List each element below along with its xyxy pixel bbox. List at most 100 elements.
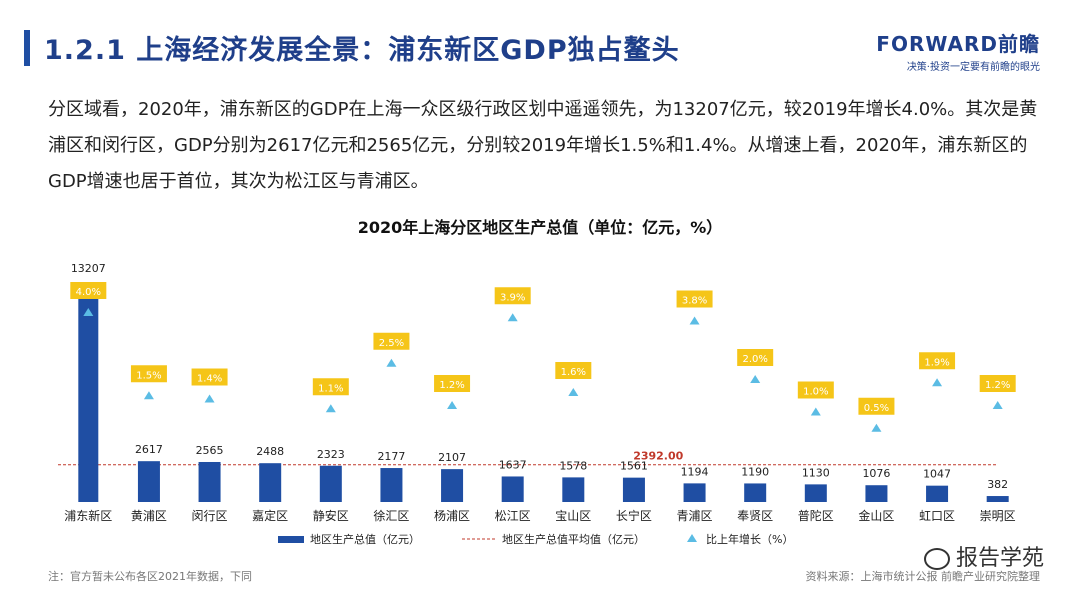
bar-11 <box>744 483 767 502</box>
category-label-1: 黄浦区 <box>131 509 167 523</box>
bar-value-4: 2323 <box>317 448 345 461</box>
category-label-10: 青浦区 <box>677 509 713 523</box>
bar-value-15: 382 <box>987 478 1008 491</box>
growth-marker-1 <box>143 391 154 400</box>
wechat-badge: 报告学苑 <box>923 540 1044 572</box>
growth-label-box-6 <box>434 375 471 392</box>
growth-label-14: 1.9% <box>924 357 949 368</box>
legend-gdp-label: 地区生产总值（亿元） <box>310 532 420 546</box>
growth-marker-14 <box>932 378 943 387</box>
growth-label-box-12 <box>797 381 834 399</box>
logo-main-text: FORWARD前瞻 <box>876 32 1040 56</box>
growth-label-box-11 <box>737 349 774 366</box>
growth-marker-4 <box>325 404 336 413</box>
bar-6 <box>441 469 464 502</box>
bar-7 <box>501 476 524 502</box>
growth-label-box-10 <box>676 290 713 308</box>
growth-label-5: 2.5% <box>379 338 404 349</box>
bar-value-9: 1561 <box>620 460 648 473</box>
growth-label-10: 3.8% <box>682 296 707 307</box>
bar-value-13: 1076 <box>862 467 890 480</box>
wechat-icon <box>923 548 950 570</box>
bar-value-6: 2107 <box>438 451 466 464</box>
bar-9 <box>622 477 645 502</box>
bar-1 <box>137 461 160 502</box>
category-label-11: 奉贤区 <box>737 509 773 523</box>
bar-value-12: 1130 <box>802 466 830 479</box>
growth-marker-10 <box>689 316 700 325</box>
title-accent-bar <box>24 30 30 66</box>
bar-8 <box>562 477 585 502</box>
growth-label-15: 1.2% <box>985 380 1010 391</box>
growth-label-8: 1.6% <box>561 367 586 378</box>
category-label-14: 虹口区 <box>919 509 955 523</box>
bar-value-7: 1637 <box>499 458 527 471</box>
summary-paragraph: 分区域看，2020年，浦东新区的GDP在上海一众区级行政区划中遥遥领先，为132… <box>48 99 1038 192</box>
growth-label-box-7 <box>494 287 531 305</box>
growth-label-13: 0.5% <box>864 403 889 414</box>
growth-label-box-4 <box>312 378 349 396</box>
growth-marker-8 <box>568 388 579 396</box>
growth-label-box-8 <box>555 362 592 379</box>
growth-label-1: 1.5% <box>136 370 161 381</box>
category-label-5: 徐汇区 <box>373 508 409 523</box>
growth-marker-15 <box>992 401 1003 409</box>
bar-14 <box>926 485 949 502</box>
growth-label-box-2 <box>191 368 228 386</box>
average-label: 2392.00 <box>633 450 683 463</box>
bar-5 <box>380 468 403 502</box>
category-label-13: 金山区 <box>858 508 894 523</box>
bar-value-3: 2488 <box>256 445 284 458</box>
category-label-4: 静安区 <box>313 508 349 523</box>
growth-label-box-15 <box>979 375 1016 392</box>
category-label-15: 崇明区 <box>980 509 1016 523</box>
legend-gdp-swatch <box>278 536 304 543</box>
bar-value-5: 2177 <box>377 450 405 463</box>
bar-15 <box>986 496 1009 502</box>
growth-label-0: 4.0% <box>76 287 101 298</box>
bar-2 <box>198 461 221 502</box>
data-source: 资料来源：上海市统计公报 前瞻产业研究院整理 <box>805 570 1041 583</box>
growth-label-7: 3.9% <box>500 292 525 303</box>
category-label-6: 杨浦区 <box>434 508 470 523</box>
bar-12 <box>804 484 827 502</box>
legend-average-label: 地区生产总值平均值（亿元） <box>502 532 645 546</box>
chart-title: 2020年上海分区地区生产总值（单位：亿元，%） <box>357 218 723 237</box>
growth-marker-6 <box>447 401 458 409</box>
bar-4 <box>319 465 342 502</box>
bar-10 <box>683 483 706 502</box>
wechat-account: 报告学苑 <box>955 546 1044 571</box>
gdp-bar-chart: 2392.00 13207 浦东新区 4.0% 2617 黄浦区 1.5% 2565 闵行区 1.… <box>58 262 1016 546</box>
category-label-3: 嘉定区 <box>252 508 288 523</box>
bar-value-14: 1047 <box>923 468 951 481</box>
growth-marker-7 <box>507 313 518 322</box>
growth-marker-0 <box>83 308 94 316</box>
bar-value-10: 1194 <box>681 465 709 478</box>
bar-0 <box>78 296 99 502</box>
bar-13 <box>865 485 888 502</box>
legend-growth-label: 比上年增长（%） <box>706 532 793 546</box>
bar-value-1: 2617 <box>135 443 163 456</box>
category-label-8: 宝山区 <box>555 509 591 523</box>
logo-slogan: 决策·投资一定要有前瞻的眼光 <box>906 62 1040 73</box>
growth-label-6: 1.2% <box>439 380 464 391</box>
legend-growth-swatch <box>687 534 697 542</box>
growth-label-11: 2.0% <box>742 354 767 365</box>
growth-marker-12 <box>810 407 821 416</box>
growth-label-box-1 <box>130 365 167 383</box>
growth-label-2: 1.4% <box>197 374 222 385</box>
category-label-2: 闵行区 <box>192 508 228 523</box>
bar-value-8: 1578 <box>559 459 587 472</box>
growth-label-box-5 <box>373 332 410 350</box>
growth-marker-5 <box>386 358 397 367</box>
growth-label-12: 1.0% <box>803 387 828 398</box>
bar-value-0: 13207 <box>71 262 106 275</box>
brand-logo: FORWARD前瞻 决策·投资一定要有前瞻的眼光 <box>876 28 1040 73</box>
bar-3 <box>259 463 282 502</box>
growth-label-4: 1.1% <box>318 383 343 394</box>
category-label-9: 长宁区 <box>616 508 652 523</box>
footnote: 注：官方暂未公布各区2021年数据，下同 <box>48 570 252 583</box>
bar-value-2: 2565 <box>196 444 224 457</box>
category-label-12: 普陀区 <box>798 508 834 523</box>
growth-marker-11 <box>750 375 761 383</box>
